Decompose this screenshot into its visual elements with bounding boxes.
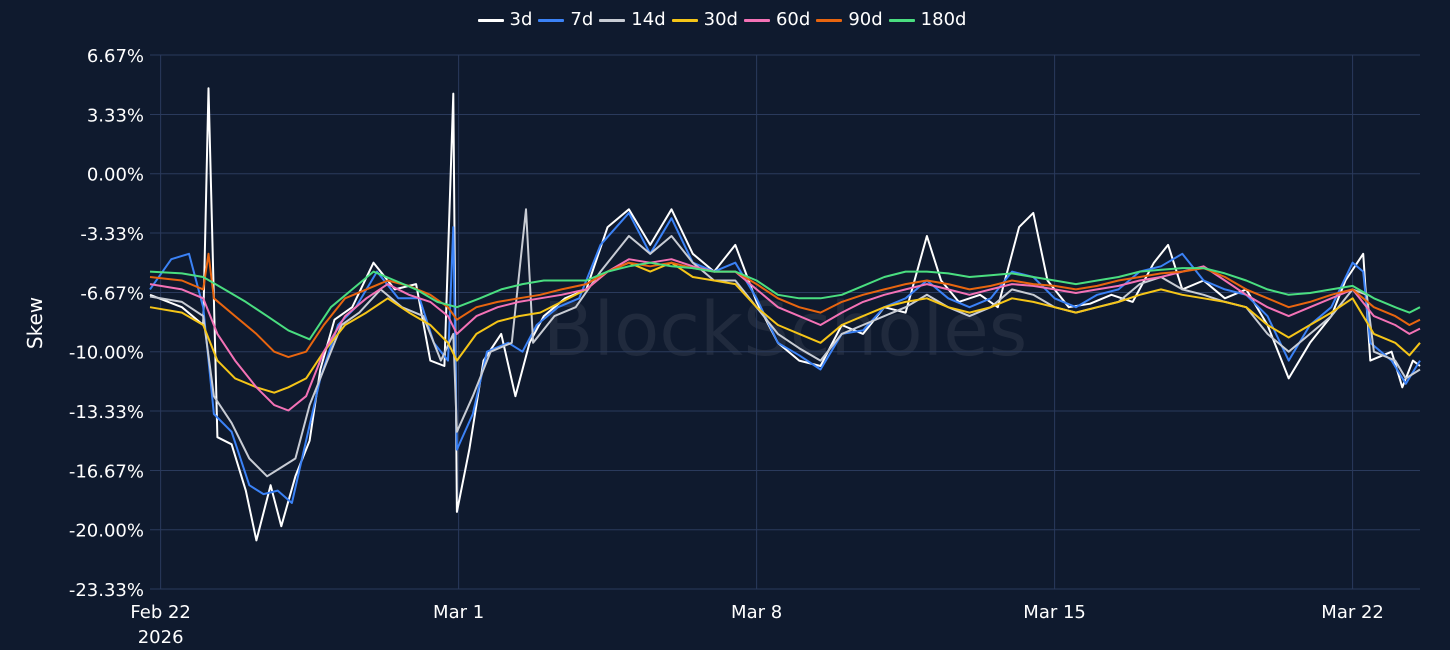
legend-item-14d[interactable]: 14d	[599, 7, 666, 33]
y-axis-title: Skew	[23, 297, 47, 349]
legend-swatch	[538, 18, 565, 22]
legend-item-180d[interactable]: 180d	[888, 7, 967, 33]
legend-swatch	[816, 18, 843, 22]
legend-label: 30d	[703, 9, 738, 30]
y-tick-label: -6.67%	[80, 283, 144, 304]
y-tick-label: -10.00%	[69, 343, 144, 364]
series-line-90d	[149, 252, 1421, 359]
legend-item-90d[interactable]: 90d	[816, 7, 883, 33]
x-tick-label: Mar 15	[1023, 602, 1086, 623]
legend-swatch	[743, 18, 770, 22]
series-line-3d	[149, 87, 1421, 542]
series-line-180d	[149, 261, 1421, 341]
legend-item-60d[interactable]: 60d	[743, 7, 811, 33]
x-tick-label: Feb 22	[130, 602, 191, 623]
legend-label: 7d	[570, 9, 594, 30]
y-tick-label: 6.67%	[87, 46, 144, 67]
y-tick-label: 0.00%	[87, 165, 144, 186]
legend-item-7d[interactable]: 7d	[538, 7, 593, 33]
x-tick-sublabel: 2026	[138, 627, 184, 648]
x-tick-label: Mar 1	[433, 602, 484, 623]
y-tick-label: -16.67%	[69, 461, 144, 482]
legend-swatch	[671, 18, 698, 22]
y-tick-label: -23.33%	[69, 580, 144, 601]
series-line-7d	[149, 211, 1421, 504]
legend-label: 3d	[509, 9, 533, 30]
legend-swatch	[477, 18, 504, 22]
x-tick-label: Mar 22	[1321, 602, 1384, 623]
legend-item-3d[interactable]: 3d	[477, 7, 533, 33]
series-line-30d	[149, 261, 1421, 394]
y-tick-label: -13.33%	[69, 402, 144, 423]
series-line-60d	[149, 258, 1421, 412]
x-tick-label: Mar 8	[731, 602, 782, 623]
legend-label: 90d	[848, 9, 883, 30]
legend-swatch	[888, 18, 915, 22]
y-tick-label: -3.33%	[80, 224, 144, 245]
y-tick-label: 3.33%	[87, 105, 144, 126]
legend-label: 180d	[920, 9, 967, 30]
legend: 3d 7d 14d 30d 60d 90d 180d	[0, 7, 1450, 33]
legend-item-30d[interactable]: 30d	[671, 7, 738, 33]
legend-label: 60d	[775, 9, 811, 30]
legend-swatch	[599, 18, 626, 22]
legend-label: 14d	[631, 9, 666, 30]
y-tick-label: -20.00%	[69, 521, 144, 542]
